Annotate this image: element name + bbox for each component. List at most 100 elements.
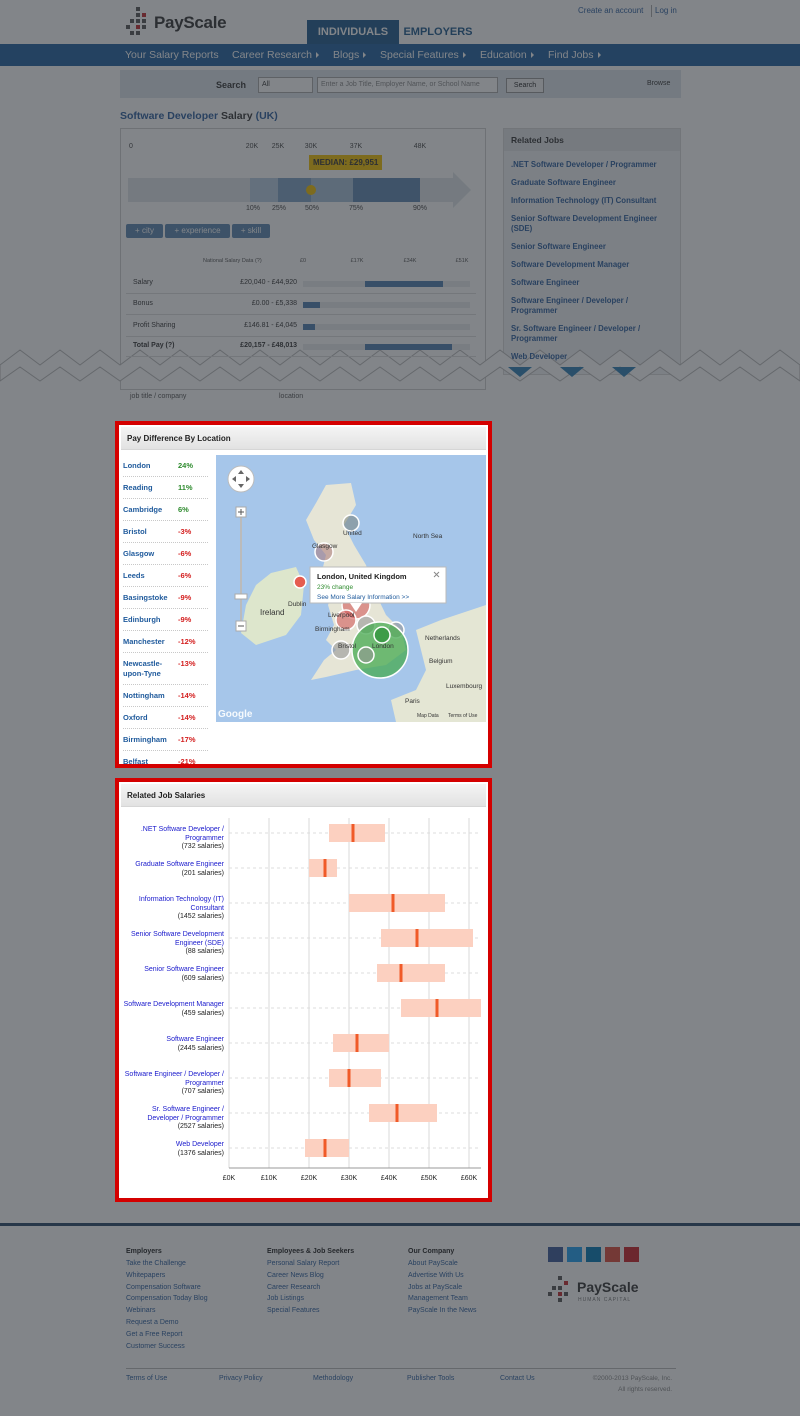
related-salaries-panel: £0K £10K £20K £30K £40K £50K £60K Related Job … [115,778,492,1202]
job-name[interactable]: Software Engineer / Developer / Programm… [124,1071,224,1087]
job-label: Software Engineer (2445 salaries) [119,1036,224,1053]
city-pct: -3% [178,527,192,536]
city-name[interactable]: London [123,461,151,470]
city-pct: 6% [178,505,189,514]
x-tick-label: £10K [261,1175,278,1182]
city-row: Belfast -21% [123,751,208,766]
map-label: Dublin [288,601,307,608]
map-label: Map Data [417,713,439,719]
x-tick-label: £50K [421,1175,438,1182]
job-name[interactable]: Sr. Software Engineer / Developer / Prog… [147,1106,224,1122]
map-label: Liverpool [328,612,355,619]
city-row: Cambridge 6% [123,499,208,521]
salary-median [347,1069,351,1087]
map-label: United [343,530,362,537]
salary-median [355,1034,359,1052]
city-name[interactable]: Reading [123,483,153,492]
salary-range [377,964,445,982]
x-tick-label: £30K [341,1175,358,1182]
job-count: (88 salaries) [185,948,224,956]
map-label: London [372,643,394,650]
job-count: (1452 salaries) [177,913,224,921]
job-count: (2527 salaries) [177,1123,224,1131]
city-name[interactable]: Belfast [123,757,149,766]
salary-range [401,999,481,1017]
salary-median [323,859,327,877]
city-name[interactable]: Glasgow [123,549,155,558]
map-label: North Sea [413,533,443,540]
job-name[interactable]: Software Development Manager [123,1001,224,1008]
city-name[interactable]: Newcastle-upon-Tyne [123,659,163,678]
map-label: Belgium [429,658,452,665]
city-row: Reading 11% [123,477,208,499]
map-label: Birmingham [315,626,350,633]
city-row: Leeds -6% [123,565,208,587]
x-tick-label: £40K [381,1175,398,1182]
city-row: Bristol -3% [123,521,208,543]
job-label: Senior Software Engineer (609 salaries) [119,966,224,983]
map-label: Luxembourg [446,683,483,690]
city-name[interactable]: Manchester [123,637,165,646]
city-row: Manchester -12% [123,631,208,653]
job-count: (732 salaries) [181,843,224,851]
salary-range [309,859,337,877]
job-name[interactable]: Software Engineer [166,1036,224,1043]
map: North Sea United Ireland Dublin Glasgow Liver… [216,455,486,722]
city-name[interactable]: Birmingham [123,735,167,744]
city-name[interactable]: Oxford [123,713,148,722]
city-pct: -12% [178,637,196,646]
city-name[interactable]: Cambridge [123,505,163,514]
popup-link[interactable]: See More Salary Information >> [317,594,409,601]
city-row: London 24% [123,455,208,477]
city-name[interactable]: Bristol [123,527,147,536]
city-name[interactable]: Edinburgh [123,615,161,624]
map-label: Terms of Use [448,713,478,719]
job-label: Software Development Manager (459 salarie… [119,1001,224,1018]
salary-median [399,964,403,982]
job-name[interactable]: Information Technology (IT) Consultant [138,896,224,912]
city-name[interactable]: Nottingham [123,691,165,700]
job-count: (707 salaries) [181,1088,224,1096]
city-pct: -9% [178,615,192,624]
city-row: Edinburgh -9% [123,609,208,631]
salary-range [381,929,473,947]
job-count: (1376 salaries) [177,1149,224,1157]
city-pct: -17% [178,735,196,744]
city-row: Newcastle-upon-Tyne -13% [123,653,208,685]
map-label: Ireland [260,608,284,617]
city-pct: 11% [178,483,193,492]
city-name[interactable]: Basingstoke [123,593,168,602]
city-name[interactable]: Leeds [123,571,145,580]
job-name[interactable]: Senior Software Engineer [144,966,224,973]
job-count: (459 salaries) [181,1009,224,1017]
salary-range [329,824,385,842]
city-pct: -6% [178,549,192,558]
city-list: London 24% Reading 11% Cambridge 6% Bristol -3%… [123,455,208,766]
job-name[interactable]: Graduate Software Engineer [135,861,224,868]
job-name[interactable]: Senior Software Development Engineer (SD… [131,931,224,947]
salary-median [323,1139,327,1157]
city-row: Oxford -14% [123,707,208,729]
city-row: Basingstoke -9% [123,587,208,609]
job-name[interactable]: Web Developer [175,1141,224,1148]
map-label: Paris [405,698,421,705]
salary-median [435,999,439,1017]
panel-header [121,427,486,450]
job-count: (201 salaries) [181,869,224,877]
job-label: Web Developer (1376 salaries) [119,1141,224,1158]
salary-range [349,894,445,912]
popup-title: London, United Kingdom [317,572,407,581]
salary-range [369,1104,437,1122]
city-row: Glasgow -6% [123,543,208,565]
map-label: Bristol [338,643,357,650]
job-label: .NET Software Developer / Programmer (732… [119,826,224,852]
salary-median [351,824,355,842]
job-label: Software Engineer / Developer / Programm… [119,1071,224,1097]
job-label: Senior Software Development Engineer (SD… [119,931,224,957]
range-chart: £0K £10K £20K £30K £40K £50K £60K [223,818,481,1182]
job-count: (609 salaries) [181,974,224,982]
map-label: Glasgow [312,543,338,550]
job-name[interactable]: .NET Software Developer / Programmer [140,826,224,842]
map-label: Netherlands [425,635,461,642]
